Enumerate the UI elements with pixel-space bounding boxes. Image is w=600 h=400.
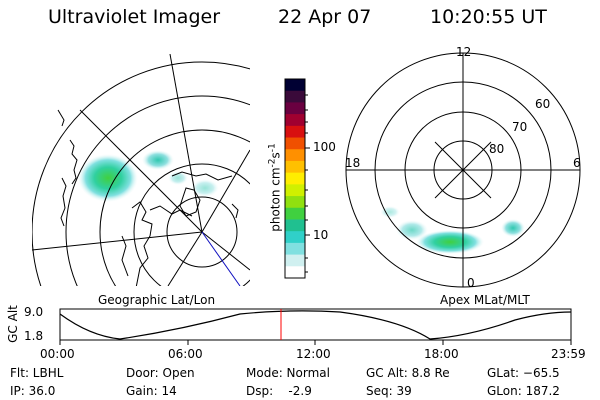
timeline-axis-label: GC Alt	[5, 305, 20, 343]
timeline-x-tick: 00:00	[40, 347, 75, 361]
mlat-label-70: 70	[512, 120, 528, 134]
colorbar-minor-ticks	[305, 94, 308, 273]
colorbar-tick-label: 10	[313, 228, 329, 242]
gain-label: Gain: 14	[126, 384, 177, 398]
aurora-oval	[416, 230, 484, 254]
altitude-timeline	[59, 308, 572, 345]
aurora-oval	[380, 206, 400, 218]
timeline-y-tick: 1.8	[24, 329, 44, 343]
mlt-label-6: 6	[573, 156, 581, 170]
colorbar-segment	[285, 172, 305, 185]
aurora-patch	[78, 154, 138, 202]
mode-label: Mode: Normal	[246, 366, 330, 380]
unit-exponent: -2	[267, 158, 278, 168]
timeline-x-tick: 06:00	[168, 347, 203, 361]
colorbar-tick-label: 100	[313, 140, 336, 154]
mlt-label-18: 18	[345, 156, 361, 170]
glon-label: GLon: 187.2	[487, 384, 560, 398]
timeline-frame	[59, 308, 572, 341]
geographic-caption: Geographic Lat/Lon	[98, 293, 216, 307]
apex-caption: Apex MLat/MLT	[440, 293, 530, 307]
colorbar-segment	[285, 184, 305, 197]
colorbar-segment	[285, 125, 305, 139]
colorbar-segment	[285, 266, 305, 279]
colorbar-segment	[285, 149, 305, 162]
unit-text: s	[268, 152, 283, 159]
colorbar-segment	[285, 196, 305, 209]
timeline-x-tick: 23:59	[551, 347, 586, 361]
colorbar-segment	[285, 207, 305, 221]
geographic-map	[32, 54, 250, 286]
mlat-label-80: 80	[489, 142, 505, 156]
dsp-label: Dsp: -2.9	[246, 384, 312, 398]
door-label: Door: Open	[126, 366, 195, 380]
polar-map	[345, 52, 581, 288]
altitude-curve	[59, 310, 572, 340]
colorbar-segment	[285, 231, 305, 244]
timeline-x-tick: 12:00	[296, 347, 331, 361]
colorbar-segment	[285, 254, 305, 267]
ip-label: IP: 36.0	[10, 384, 56, 398]
timeline-x-tick: 18:00	[424, 347, 459, 361]
colorbar-segment	[285, 160, 305, 174]
colorbar	[285, 79, 305, 279]
instrument-title: Ultraviolet Imager	[48, 6, 221, 28]
colorbar-segment	[285, 114, 305, 127]
colorbar-unit-label: photon cm-2s-1	[268, 123, 283, 253]
colorbar-segment	[285, 219, 305, 232]
filter-label: Flt: LBHL	[10, 366, 64, 380]
mlt-label-12: 12	[456, 45, 472, 59]
colorbar-segment	[285, 102, 305, 115]
date-label: 22 Apr 07	[278, 6, 372, 28]
seq-label: Seq: 39	[366, 384, 412, 398]
colorbar-segment	[285, 137, 305, 150]
colorbar-frame	[284, 78, 306, 279]
mlt-label-0: 0	[467, 276, 475, 290]
aurora-oval	[396, 220, 428, 240]
colorbar-segment	[285, 242, 305, 256]
colorbar-segment	[285, 79, 305, 92]
glat-label: GLat: −65.5	[487, 366, 560, 380]
mlat-label-60: 60	[535, 97, 551, 111]
aurora-patch	[168, 171, 188, 185]
aurora-patch	[191, 179, 219, 197]
time-label: 10:20:55 UT	[430, 6, 547, 28]
unit-exponent: -1	[267, 143, 278, 153]
colorbar-segment	[285, 90, 305, 104]
aurora-patch	[142, 150, 174, 170]
aurora-oval	[501, 219, 525, 237]
unit-text: photon cm	[268, 167, 283, 232]
gc-alt-label: GC Alt: 8.8 Re	[366, 366, 450, 380]
timeline-y-tick: 9.0	[24, 305, 44, 319]
